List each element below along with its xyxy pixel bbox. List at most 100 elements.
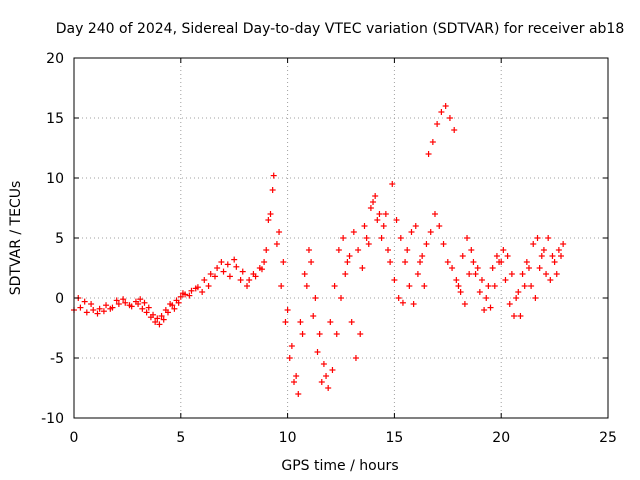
data-point	[446, 115, 453, 121]
data-point	[335, 247, 342, 253]
x-tick-label: 10	[279, 430, 297, 446]
data-point	[162, 307, 169, 313]
data-point	[246, 277, 253, 283]
data-point	[160, 316, 167, 323]
x-tick-label: 0	[70, 430, 79, 446]
data-point	[342, 271, 349, 277]
data-point	[314, 349, 321, 355]
data-point	[318, 379, 325, 385]
data-point	[323, 373, 330, 379]
data-point	[436, 223, 443, 229]
data-point	[504, 253, 511, 259]
data-point	[538, 253, 545, 259]
data-point	[344, 259, 351, 265]
y-tick-label: 10	[46, 171, 64, 187]
data-point	[348, 319, 355, 325]
x-tick-labels: 0 5 10 15 20 25	[70, 430, 617, 446]
data-point	[282, 319, 289, 325]
y-tick-label: -5	[50, 351, 64, 367]
data-point	[391, 277, 398, 283]
y-tick-label: 5	[55, 231, 64, 247]
data-point	[470, 259, 477, 265]
data-point	[310, 313, 317, 319]
data-point	[350, 229, 357, 235]
data-point	[250, 271, 257, 277]
data-point	[459, 253, 466, 259]
data-point	[545, 235, 552, 241]
data-point	[186, 292, 193, 299]
data-point	[231, 256, 238, 263]
data-point	[412, 223, 419, 229]
data-point	[508, 271, 515, 277]
data-point	[295, 391, 302, 397]
data-point	[380, 223, 387, 229]
data-point	[532, 295, 539, 301]
data-point	[515, 289, 522, 295]
data-point	[150, 311, 157, 318]
data-point	[211, 273, 218, 280]
data-point	[113, 297, 120, 304]
data-point	[523, 259, 530, 265]
data-point	[500, 247, 507, 253]
data-point	[316, 331, 323, 337]
data-point	[455, 283, 462, 289]
data-point	[427, 229, 434, 235]
x-tick-label: 5	[176, 430, 185, 446]
data-point	[451, 127, 458, 133]
data-point	[239, 268, 246, 275]
data-point	[481, 307, 488, 313]
data-point	[402, 259, 409, 265]
data-point	[528, 283, 535, 289]
data-point	[188, 287, 195, 294]
data-point	[406, 283, 413, 289]
data-point	[485, 283, 492, 289]
data-point	[333, 331, 340, 337]
data-point	[267, 211, 274, 217]
data-point	[201, 277, 208, 283]
data-point	[502, 277, 509, 283]
data-point	[534, 235, 541, 241]
data-point	[440, 241, 447, 247]
data-point	[293, 373, 300, 379]
y-tick-label: -10	[41, 411, 64, 427]
data-point	[320, 361, 327, 367]
data-point	[417, 259, 424, 265]
data-point	[175, 299, 182, 306]
data-point	[100, 308, 107, 315]
data-point	[393, 217, 400, 223]
data-point	[491, 283, 498, 289]
data-point	[476, 289, 483, 295]
y-tick-label: 20	[46, 51, 64, 67]
x-tick-label: 15	[385, 430, 403, 446]
data-point	[530, 241, 537, 247]
data-point	[192, 285, 199, 292]
data-point	[372, 193, 379, 199]
data-point	[158, 313, 165, 319]
data-point	[270, 172, 277, 179]
x-tick-label: 20	[492, 430, 510, 446]
data-point	[384, 247, 391, 253]
data-point	[224, 261, 231, 268]
data-point	[511, 313, 518, 319]
data-point	[139, 305, 146, 312]
data-point	[355, 247, 362, 253]
y-tick-label: 0	[55, 291, 64, 307]
data-point	[171, 305, 178, 312]
data-point	[167, 301, 174, 307]
data-point	[141, 299, 148, 306]
data-point	[549, 253, 556, 259]
data-point	[453, 277, 460, 283]
data-point	[378, 235, 385, 241]
data-point	[263, 247, 270, 253]
data-point	[297, 319, 304, 325]
data-point	[540, 247, 547, 253]
data-point	[399, 299, 406, 306]
data-point	[461, 301, 468, 307]
data-point	[90, 307, 97, 313]
data-point	[340, 235, 347, 241]
data-point	[525, 265, 532, 271]
data-point	[472, 271, 479, 277]
data-point	[327, 319, 334, 325]
data-point	[429, 139, 436, 145]
